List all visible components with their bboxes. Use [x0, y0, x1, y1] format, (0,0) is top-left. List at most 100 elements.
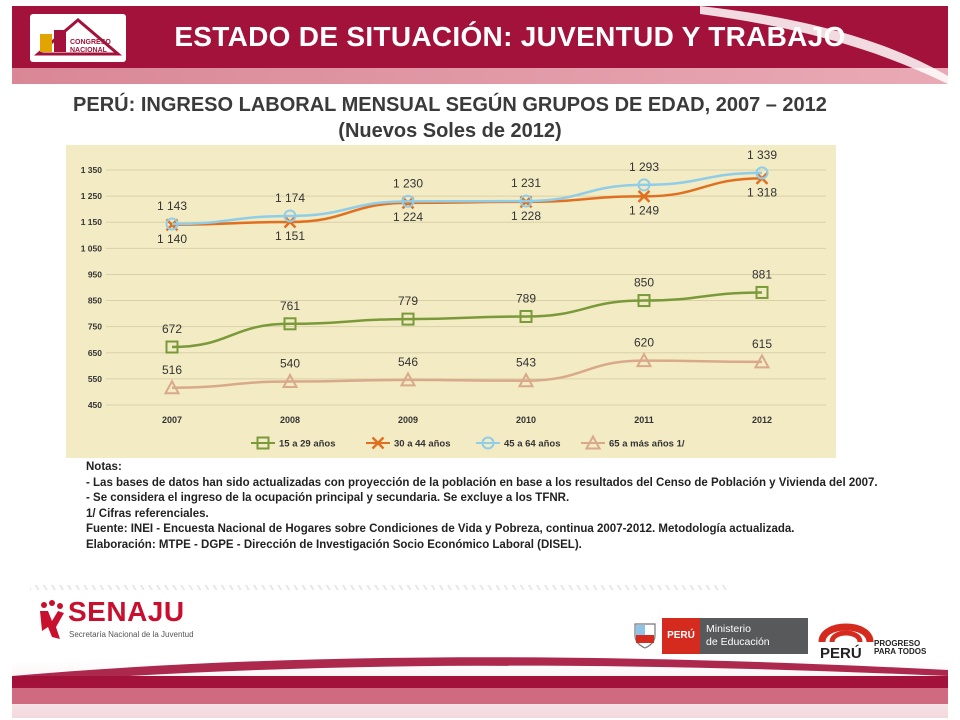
y-tick-label: 1 050	[81, 243, 103, 253]
data-label: 615	[752, 337, 772, 351]
series-point	[519, 309, 533, 323]
congreso-juventudes-logo: CONGRESO NACIONAL	[30, 14, 126, 62]
y-tick-label: 450	[88, 400, 102, 410]
x-tick-label: 2011	[634, 415, 654, 425]
line-chart: 1 350 1 250 1 150 1 050 950 850 750 650 550 450 20…	[66, 145, 836, 458]
peru-flag-label: PERÚ	[662, 618, 700, 654]
senaju-name: SENAJU	[68, 596, 185, 627]
series-point	[519, 194, 533, 208]
notes-heading: Notas:	[86, 461, 122, 473]
data-label: 1 293	[629, 160, 659, 174]
data-label: 779	[398, 294, 418, 308]
series-point	[281, 372, 299, 388]
series-point	[401, 194, 415, 208]
data-label: 516	[162, 363, 182, 377]
x-tick-label: 2008	[280, 415, 300, 425]
data-label: 1 318	[747, 185, 777, 199]
data-label: 1 230	[393, 176, 423, 190]
data-label: 1 143	[157, 199, 187, 213]
header-swoosh	[700, 6, 948, 84]
series-point	[584, 434, 602, 450]
data-label: 1 224	[393, 210, 423, 224]
page-title: ESTADO DE SITUACIÓN: JUVENTUD Y TRABAJO	[174, 21, 846, 52]
data-label: 620	[634, 336, 654, 350]
series-point	[637, 189, 651, 203]
y-tick-label: 1 250	[81, 191, 103, 201]
series-line	[171, 171, 763, 226]
hatch-divider	[30, 585, 730, 591]
data-label: 543	[516, 356, 536, 370]
series-point	[755, 285, 769, 299]
series-point	[401, 312, 415, 326]
series-point	[755, 166, 769, 180]
series-point	[165, 340, 179, 354]
data-label: 850	[634, 276, 654, 290]
y-tick-label: 550	[88, 374, 102, 384]
x-tick-label: 2009	[398, 415, 418, 425]
series-point	[283, 317, 297, 331]
progreso-text: PROGRESO PARA TODOS	[874, 640, 926, 656]
header-stripe	[12, 68, 948, 84]
legend-label: 30 a 44 años	[394, 439, 451, 450]
peru-progreso-logo-icon: PERÚ	[818, 623, 874, 660]
y-tick-label: 1 350	[81, 165, 103, 175]
footer-band	[12, 676, 948, 688]
y-tick-label: 950	[88, 269, 102, 279]
series-point	[753, 353, 771, 369]
header-bar	[12, 6, 948, 68]
y-tick-label: 750	[88, 322, 102, 332]
series-point	[371, 436, 385, 450]
series-point	[256, 436, 270, 450]
x-tick-label: 2007	[162, 415, 182, 425]
data-label: 881	[752, 267, 772, 281]
notes-line-3: 1/ Cifras referenciales.	[86, 507, 209, 520]
series-point	[635, 352, 653, 368]
peru-shield-icon	[634, 623, 656, 649]
data-label: 1 151	[275, 229, 305, 243]
notes-line-1: - Las bases de datos han sido actualizad…	[86, 476, 878, 489]
notes-source: Fuente: INEI - Encuesta Nacional de Hoga…	[86, 523, 795, 535]
progreso-line-2: PARA TODOS	[874, 647, 927, 656]
ministry-box: Ministerio de Educación	[700, 618, 808, 654]
y-tick-label: 650	[88, 348, 102, 358]
series-point	[163, 379, 181, 395]
data-label: 761	[280, 299, 300, 313]
data-label: 1 339	[747, 148, 777, 162]
series-point	[399, 371, 417, 387]
data-label: 1 231	[511, 176, 541, 190]
data-label: 540	[280, 357, 300, 371]
series-point	[165, 217, 179, 231]
svg-text:PERÚ: PERÚ	[820, 644, 862, 660]
data-label: 789	[516, 291, 536, 305]
chart-background	[66, 145, 836, 458]
senaju-subtitle: Secretaría Nacional de la Juventud	[69, 630, 194, 639]
series-point	[637, 294, 651, 308]
legend-label: 65 a más años 1/	[609, 439, 685, 450]
legend-label: 15 a 29 años	[279, 439, 336, 450]
footer-band-light	[12, 688, 948, 704]
notes-line-2: - Se considera el ingreso de la ocupació…	[86, 492, 570, 504]
data-label: 546	[398, 355, 418, 369]
svg-text:NACIONAL: NACIONAL	[70, 47, 108, 54]
y-tick-label: 1 150	[81, 217, 103, 227]
data-label: 672	[162, 322, 182, 336]
series-point	[481, 436, 495, 450]
progreso-line-1: PROGRESO	[874, 639, 921, 648]
series-line	[171, 359, 763, 390]
series-point	[517, 372, 535, 388]
x-tick-label: 2012	[752, 415, 772, 425]
series-point	[283, 209, 297, 223]
data-label: 1 228	[511, 209, 541, 223]
data-label: 1 249	[629, 203, 659, 217]
ministry-line-2: de Educación	[706, 636, 770, 648]
notes-elaboration: Elaboración: MTPE - DGPE - Dirección de …	[86, 538, 582, 551]
series-line	[171, 291, 763, 349]
data-label: 1 174	[275, 191, 305, 205]
legend-label: 45 a 64 años	[504, 439, 561, 450]
chart-title-block: PERÚ: INGRESO LABORAL MENSUAL SEGÚN GRUP…	[60, 92, 840, 144]
ministry-line-1: Ministerio	[706, 623, 751, 635]
notes-block: Notas: - Las bases de datos han sido act…	[86, 460, 936, 553]
y-tick-label: 850	[88, 296, 102, 306]
svg-text:CONGRESO: CONGRESO	[70, 39, 111, 46]
chart-title: PERÚ: INGRESO LABORAL MENSUAL SEGÚN GRUP…	[73, 94, 827, 116]
